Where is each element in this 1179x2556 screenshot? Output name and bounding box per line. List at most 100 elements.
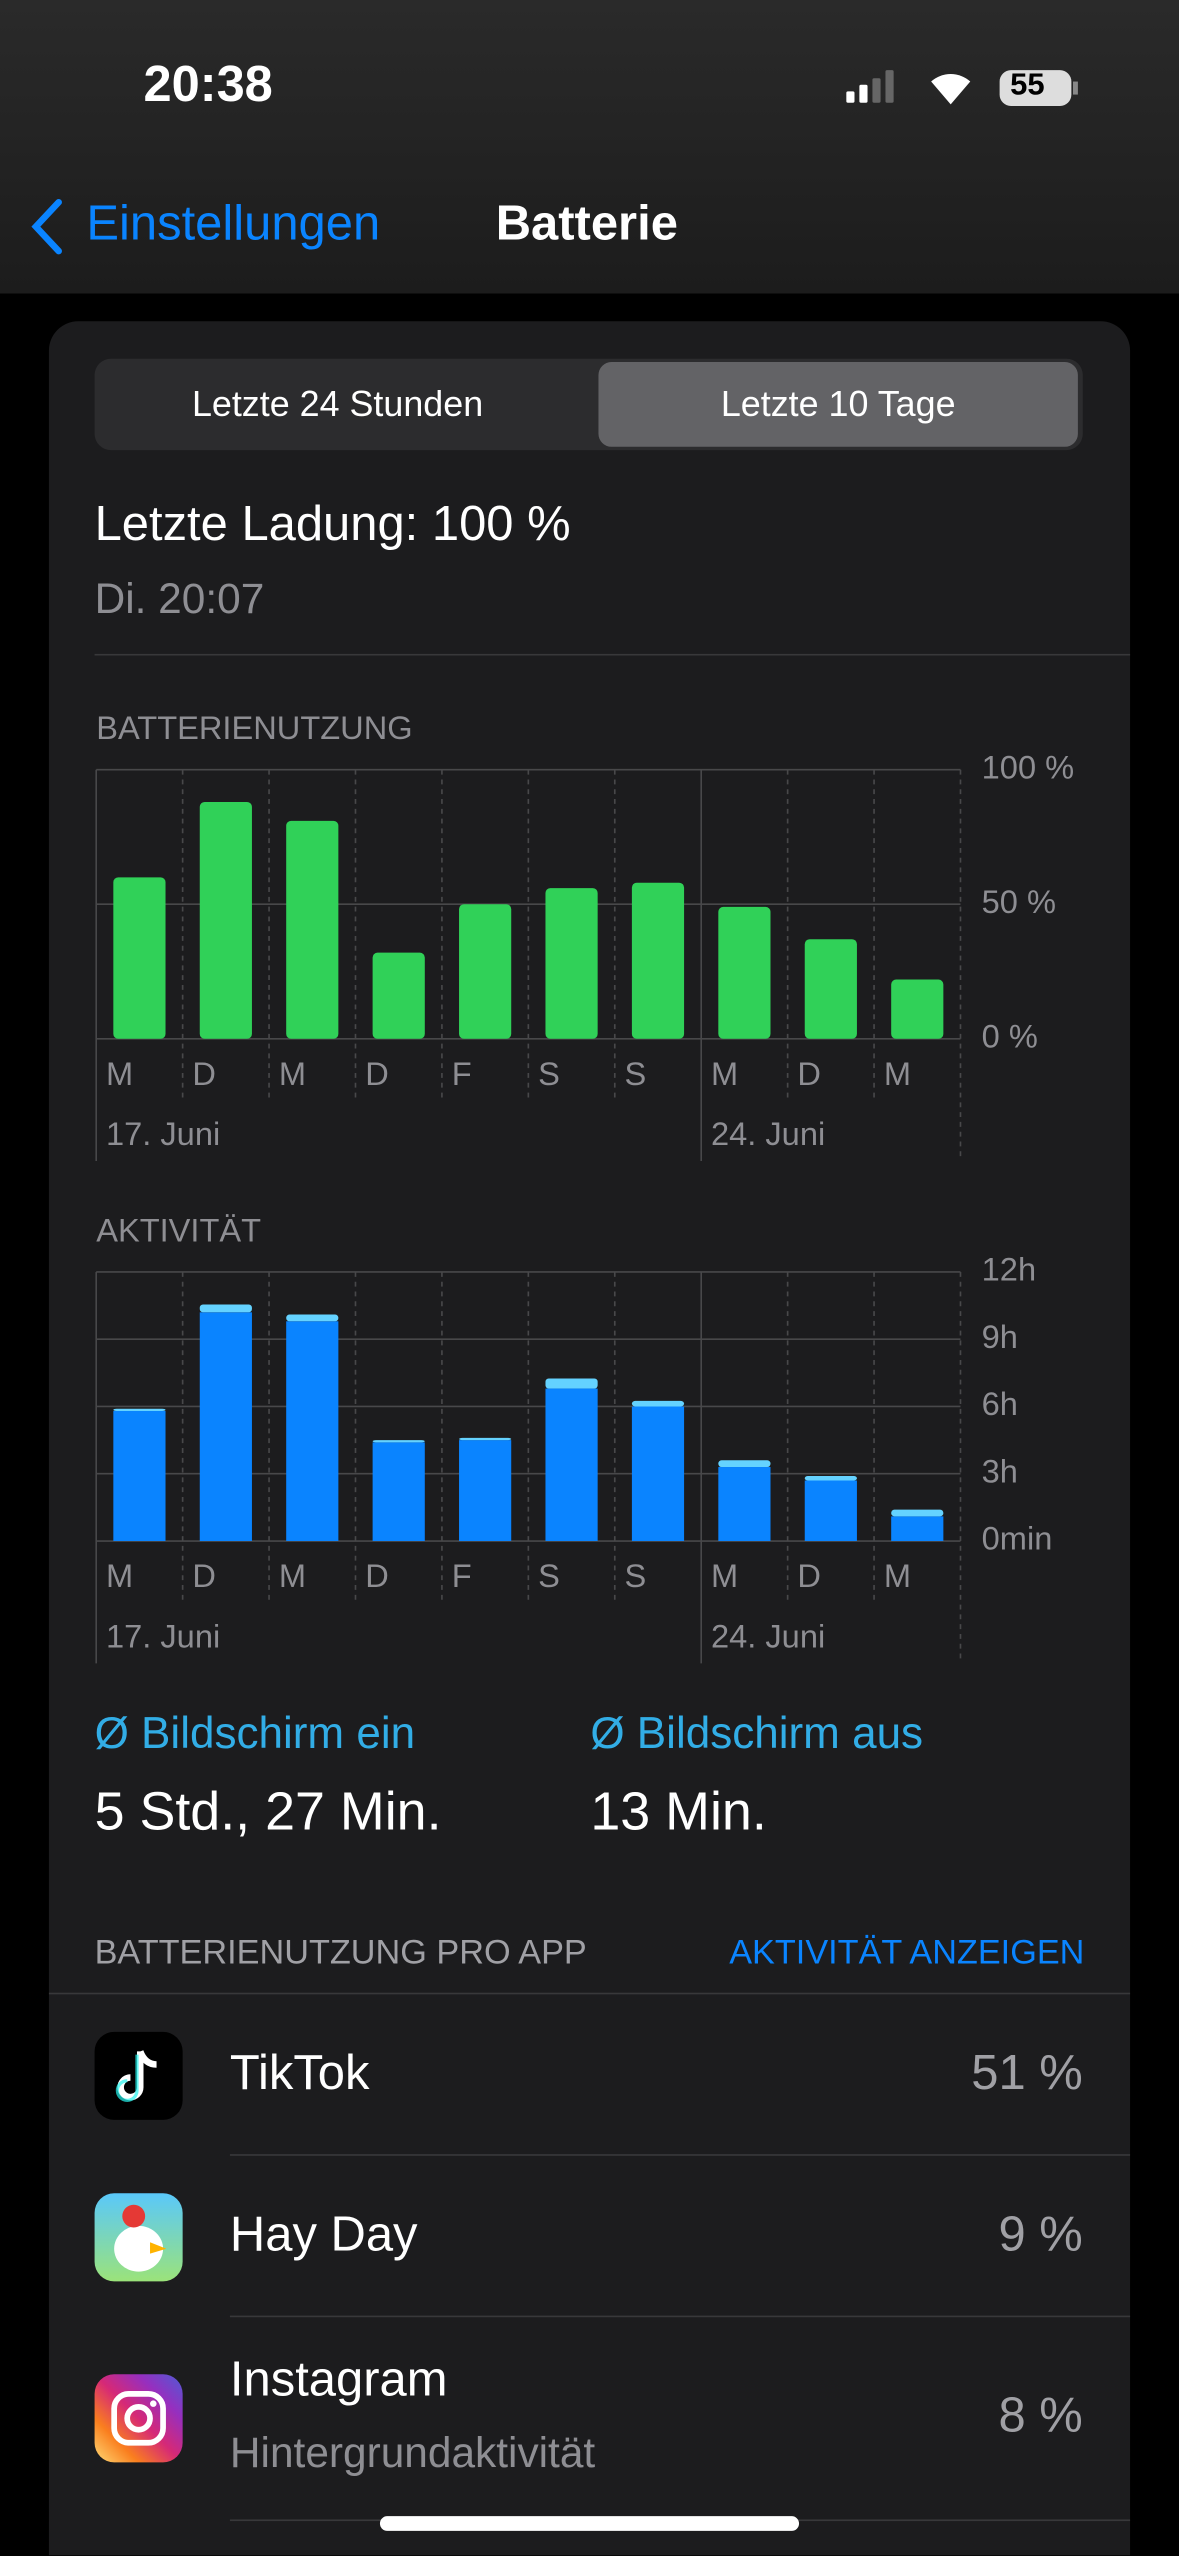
last-charge-time: Di. 20:07	[94, 574, 265, 623]
bar-segment	[113, 1408, 166, 1411]
bar	[113, 877, 166, 1039]
activity-chart: AKTIVITÄT 0min 3h 6h 9h 12h M 17. Juni D M D F S S M 24…	[95, 1211, 1053, 1664]
x-tick-label: M	[279, 1055, 306, 1092]
y-tick-label: 0min	[982, 1520, 1053, 1557]
bar-segment	[286, 1321, 339, 1542]
bar-segment	[459, 1437, 512, 1441]
bar-segment	[631, 1400, 685, 1407]
bar-segment	[113, 1410, 166, 1542]
x-tick-label: S	[538, 1557, 560, 1594]
bar	[372, 952, 425, 1039]
week-label: 17. Juni	[106, 1617, 220, 1654]
x-tick-label: M	[884, 1055, 911, 1092]
bar	[718, 906, 771, 1039]
bar	[199, 801, 252, 1039]
app-name[interactable]: Hay Day	[229, 2207, 418, 2262]
bar-segment	[545, 1388, 598, 1542]
y-tick-label: 9h	[982, 1318, 1018, 1355]
status-icons	[846, 70, 1078, 106]
x-tick-label: D	[192, 1055, 216, 1092]
separator	[229, 2154, 1131, 2156]
hayday-icon	[94, 2193, 183, 2282]
battery-level: 55	[1010, 68, 1045, 103]
x-tick-label: D	[365, 1557, 389, 1594]
segment-option[interactable]: Letzte 10 Tage	[598, 362, 1078, 447]
chart-title: AKTIVITÄT	[96, 1211, 261, 1248]
bar-segment	[459, 1440, 512, 1542]
bar-segment	[199, 1312, 252, 1542]
nav-title: Batterie	[495, 197, 678, 252]
app-percent: 9 %	[998, 2207, 1083, 2262]
week-label: 17. Juni	[106, 1115, 220, 1152]
bar-segment	[891, 1516, 944, 1542]
x-tick-label: M	[711, 1557, 738, 1594]
summary-value: 13 Min.	[590, 1780, 767, 1842]
app-percent: 8 %	[998, 2388, 1083, 2443]
x-tick-label: F	[452, 1557, 472, 1594]
summary-label: Ø Bildschirm ein	[94, 1708, 416, 1758]
app-name[interactable]: Instagram	[229, 2353, 448, 2407]
chart-title: BATTERIENUTZUNG	[96, 709, 412, 746]
bar-segment	[718, 1460, 771, 1468]
y-tick-label: 100 %	[982, 748, 1074, 785]
home-indicator	[379, 2516, 800, 2531]
x-tick-label: M	[279, 1557, 306, 1594]
bar	[631, 882, 685, 1039]
y-tick-label: 3h	[982, 1452, 1018, 1489]
back-button[interactable]: Einstellungen	[86, 197, 381, 252]
bar-segment	[199, 1304, 252, 1313]
last-charge: Letzte Ladung: 100 %	[94, 497, 571, 552]
app-name[interactable]: TikTok	[229, 2046, 370, 2101]
bar	[545, 888, 598, 1039]
section-action[interactable]: AKTIVITÄT ANZEIGEN	[729, 1934, 1085, 1972]
segment-option[interactable]: Letzte 24 Stunden	[191, 383, 484, 424]
y-tick-label: 50 %	[982, 883, 1056, 920]
week-label: 24. Juni	[711, 1617, 825, 1654]
separator	[94, 653, 1131, 656]
y-tick-label: 0 %	[982, 1017, 1038, 1054]
tiktok-icon	[94, 2031, 183, 2120]
bar-segment	[804, 1475, 857, 1481]
summary-value: 5 Std., 27 Min.	[94, 1780, 442, 1842]
x-tick-label: S	[625, 1557, 647, 1594]
header	[0, 0, 1179, 294]
y-tick-label: 12h	[982, 1251, 1036, 1288]
separator	[48, 1992, 1131, 1995]
bar-segment	[631, 1406, 685, 1542]
bar	[286, 820, 339, 1039]
x-tick-label: D	[192, 1557, 216, 1594]
bar-segment	[545, 1378, 598, 1389]
bar	[459, 904, 512, 1039]
battery-chart: BATTERIENUTZUNG 0 % 50 % 100 % M 17. Juni D M D F…	[95, 709, 1074, 1162]
section-title: BATTERIENUTZUNG PRO APP	[94, 1934, 587, 1972]
x-tick-label: S	[538, 1055, 560, 1092]
instagram-icon	[94, 2374, 183, 2463]
separator	[229, 2315, 1131, 2318]
week-label: 24. Juni	[711, 1115, 825, 1152]
x-tick-label: D	[797, 1557, 821, 1594]
y-tick-label: 6h	[982, 1385, 1018, 1422]
app-detail: Hintergrundaktivität	[229, 2428, 596, 2478]
bar-segment	[804, 1480, 857, 1542]
bar-segment	[286, 1314, 339, 1322]
bar-segment	[372, 1442, 425, 1542]
bar	[804, 939, 857, 1039]
x-tick-label: D	[797, 1055, 821, 1092]
clock: 20:38	[143, 55, 273, 113]
bar	[891, 979, 944, 1039]
x-tick-label: M	[106, 1055, 133, 1092]
x-tick-label: M	[884, 1557, 911, 1594]
bar-segment	[718, 1467, 771, 1542]
x-tick-label: M	[106, 1557, 133, 1594]
bar-segment	[891, 1509, 944, 1517]
summary-label: Ø Bildschirm aus	[590, 1708, 924, 1758]
x-tick-label: D	[365, 1055, 389, 1092]
back-chevron[interactable]	[23, 196, 72, 261]
bar-segment	[372, 1440, 425, 1443]
x-tick-label: S	[625, 1055, 647, 1092]
x-tick-label: F	[452, 1055, 472, 1092]
app-percent: 51 %	[971, 2046, 1083, 2101]
x-tick-label: M	[711, 1055, 738, 1092]
